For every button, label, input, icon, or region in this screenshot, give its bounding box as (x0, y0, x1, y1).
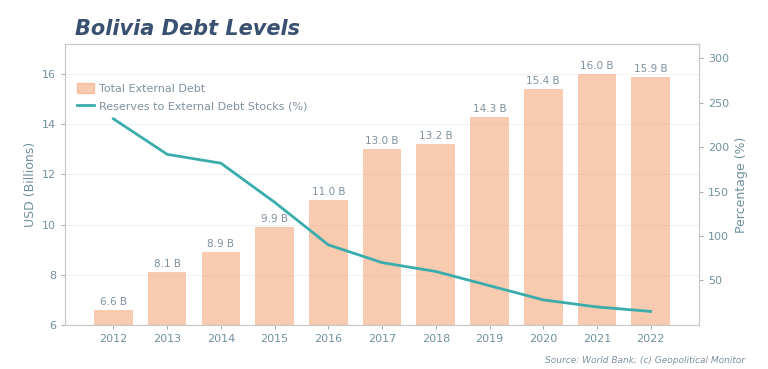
Text: 14.3 B: 14.3 B (473, 104, 506, 114)
Text: 16.0 B: 16.0 B (581, 61, 614, 71)
Bar (255, 227, 294, 369)
Text: 11.0 B: 11.0 B (312, 186, 345, 197)
Bar (524, 89, 563, 369)
Bar (470, 117, 509, 369)
Text: 6.6 B: 6.6 B (100, 297, 127, 307)
Bar (631, 77, 670, 369)
Text: 8.9 B: 8.9 B (207, 239, 234, 249)
Bar (147, 272, 187, 369)
Text: 9.9 B: 9.9 B (261, 214, 288, 224)
Text: Bolivia Debt Levels: Bolivia Debt Levels (74, 19, 300, 39)
Bar (362, 149, 402, 369)
Text: Source: World Bank; (c) Geopolitical Monitor: Source: World Bank; (c) Geopolitical Mon… (545, 356, 745, 365)
Text: 15.9 B: 15.9 B (634, 64, 667, 74)
Text: 13.2 B: 13.2 B (419, 131, 452, 141)
Text: 15.4 B: 15.4 B (526, 76, 560, 86)
Text: 13.0 B: 13.0 B (366, 137, 399, 146)
Bar (578, 74, 617, 369)
Bar (94, 310, 133, 369)
Text: 8.1 B: 8.1 B (154, 259, 180, 269)
Bar (309, 200, 348, 369)
Y-axis label: Percentage (%): Percentage (%) (734, 136, 747, 233)
Bar (201, 252, 240, 369)
Y-axis label: USD (Billions): USD (Billions) (24, 142, 37, 227)
Legend: Total External Debt, Reserves to External Debt Stocks (%): Total External Debt, Reserves to Externa… (77, 83, 308, 111)
Bar (416, 144, 455, 369)
